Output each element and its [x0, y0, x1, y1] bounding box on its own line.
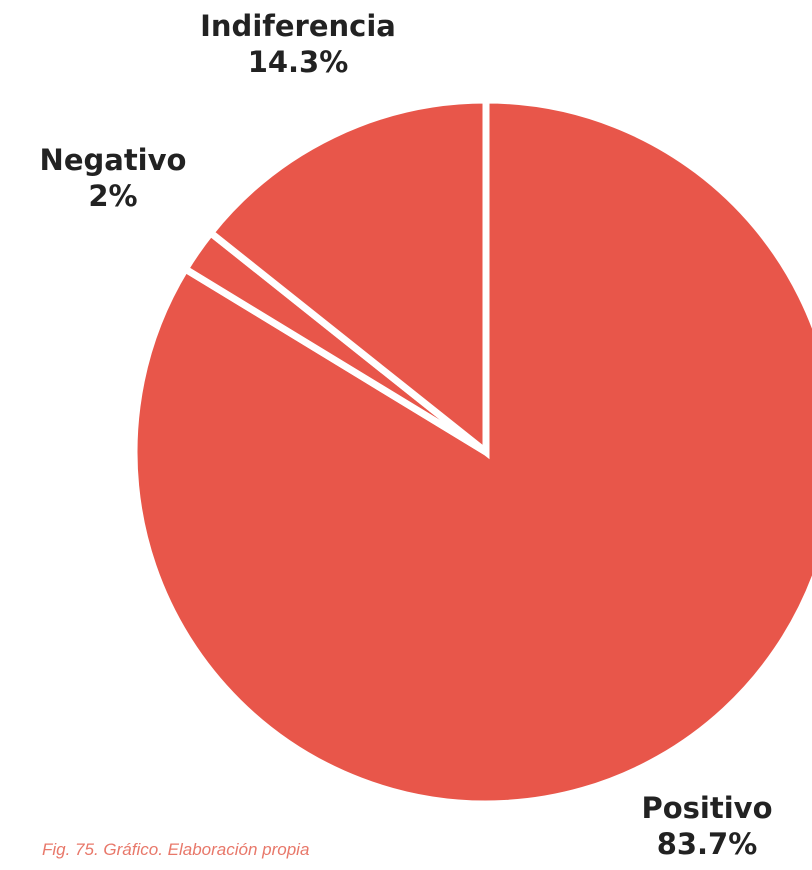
slice-label-positivo: Positivo 83.7%	[612, 790, 802, 863]
slice-label-negativo: Negativo 2%	[18, 142, 208, 215]
slice-value-indiferencia: 14.3%	[247, 45, 349, 80]
slice-name-indiferencia: Indiferencia	[200, 9, 396, 43]
slice-name-negativo: Negativo	[39, 143, 187, 177]
pie-slices	[130, 96, 812, 808]
pie-slice-indiferencia	[205, 96, 490, 460]
slice-name-positivo: Positivo	[641, 791, 773, 825]
slice-value-positivo: 83.7%	[656, 827, 758, 862]
slice-value-negativo: 2%	[88, 179, 138, 214]
slice-label-indiferencia: Indiferencia 14.3%	[188, 8, 408, 81]
figure-caption: Fig. 75. Gráfico. Elaboración propia	[42, 840, 310, 859]
pie-slice-positivo	[130, 96, 812, 808]
